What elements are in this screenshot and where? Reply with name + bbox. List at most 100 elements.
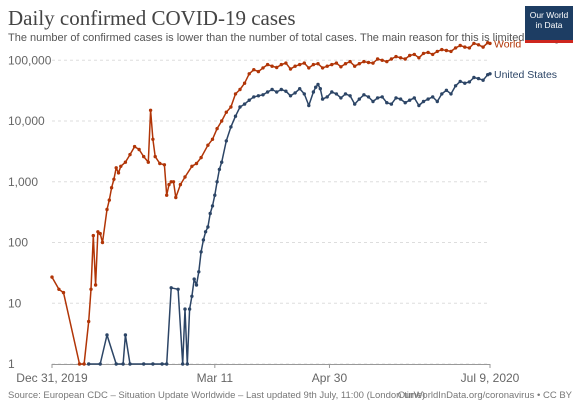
series-line[interactable]: [88, 73, 491, 365]
data-point[interactable]: [114, 166, 118, 170]
data-point[interactable]: [472, 75, 476, 80]
data-point[interactable]: [116, 171, 121, 175]
data-point[interactable]: [375, 96, 380, 100]
data-point[interactable]: [247, 72, 251, 76]
data-point[interactable]: [89, 287, 93, 291]
data-point[interactable]: [330, 62, 334, 67]
data-point[interactable]: [426, 50, 430, 55]
data-point[interactable]: [426, 97, 430, 101]
data-point[interactable]: [151, 362, 155, 366]
data-point[interactable]: [311, 62, 316, 67]
data-point[interactable]: [148, 108, 153, 113]
data-point[interactable]: [330, 90, 334, 94]
data-point[interactable]: [270, 87, 274, 92]
data-point[interactable]: [481, 45, 485, 49]
data-point[interactable]: [371, 99, 375, 104]
data-point[interactable]: [82, 362, 86, 366]
data-point[interactable]: [318, 87, 322, 91]
data-point[interactable]: [325, 64, 329, 68]
data-point[interactable]: [339, 96, 343, 100]
data-point[interactable]: [394, 54, 398, 59]
data-point[interactable]: [142, 154, 146, 159]
data-point[interactable]: [93, 283, 98, 287]
data-point[interactable]: [121, 362, 125, 366]
data-point[interactable]: [389, 102, 394, 106]
data-point[interactable]: [353, 102, 357, 106]
data-point[interactable]: [417, 56, 421, 60]
data-point[interactable]: [50, 275, 54, 279]
data-point[interactable]: [307, 103, 311, 108]
data-point[interactable]: [339, 65, 343, 69]
data-point[interactable]: [142, 362, 146, 366]
data-point[interactable]: [421, 99, 426, 104]
data-point[interactable]: [203, 230, 208, 234]
data-point[interactable]: [334, 92, 339, 96]
data-point[interactable]: [408, 53, 412, 58]
data-point[interactable]: [169, 286, 173, 290]
data-point[interactable]: [458, 79, 462, 84]
data-point[interactable]: [421, 51, 426, 56]
data-point[interactable]: [238, 105, 242, 109]
data-point[interactable]: [220, 160, 224, 164]
data-point[interactable]: [167, 182, 171, 187]
data-point[interactable]: [412, 52, 416, 57]
data-point[interactable]: [353, 64, 357, 68]
data-point[interactable]: [265, 90, 270, 94]
data-point[interactable]: [91, 233, 96, 238]
data-point[interactable]: [403, 57, 407, 61]
data-point[interactable]: [137, 147, 141, 152]
data-point[interactable]: [238, 87, 242, 92]
data-point[interactable]: [275, 65, 279, 70]
data-point[interactable]: [57, 287, 61, 291]
data-point[interactable]: [348, 94, 352, 98]
data-point[interactable]: [199, 155, 203, 160]
data-point[interactable]: [385, 101, 389, 105]
data-point[interactable]: [201, 238, 206, 242]
data-point[interactable]: [187, 307, 192, 311]
data-point[interactable]: [275, 90, 279, 94]
data-point[interactable]: [348, 59, 352, 64]
data-point[interactable]: [284, 89, 288, 93]
data-point[interactable]: [123, 333, 128, 337]
data-point[interactable]: [261, 93, 265, 97]
data-point[interactable]: [132, 144, 137, 149]
data-point[interactable]: [458, 43, 462, 48]
data-point[interactable]: [357, 62, 361, 66]
data-point[interactable]: [403, 101, 407, 105]
data-point[interactable]: [302, 92, 306, 96]
data-point[interactable]: [181, 362, 185, 366]
data-point[interactable]: [100, 240, 105, 245]
data-point[interactable]: [261, 66, 265, 70]
data-point[interactable]: [375, 57, 380, 61]
data-point[interactable]: [440, 92, 444, 96]
data-point[interactable]: [389, 57, 394, 61]
data-point[interactable]: [435, 99, 439, 104]
data-point[interactable]: [343, 92, 348, 96]
owid-logo[interactable]: Our World in Data: [525, 6, 573, 43]
data-point[interactable]: [467, 80, 472, 84]
data-point[interactable]: [96, 230, 100, 234]
data-point[interactable]: [444, 48, 449, 53]
data-point[interactable]: [217, 167, 222, 172]
data-point[interactable]: [114, 362, 118, 366]
data-point[interactable]: [444, 88, 449, 93]
data-point[interactable]: [366, 95, 371, 99]
data-point[interactable]: [449, 49, 453, 54]
data-point[interactable]: [206, 225, 210, 229]
data-point[interactable]: [77, 362, 82, 366]
data-point[interactable]: [431, 52, 435, 57]
data-point[interactable]: [270, 64, 274, 68]
data-point[interactable]: [284, 61, 288, 65]
data-point[interactable]: [463, 81, 467, 85]
data-point[interactable]: [224, 110, 228, 114]
data-point[interactable]: [151, 137, 155, 141]
data-point[interactable]: [105, 207, 109, 212]
data-point[interactable]: [194, 161, 199, 166]
data-point[interactable]: [98, 362, 102, 366]
data-point[interactable]: [334, 61, 339, 65]
data-point[interactable]: [279, 62, 283, 67]
data-point[interactable]: [123, 160, 128, 164]
data-point[interactable]: [146, 160, 150, 164]
data-point[interactable]: [476, 76, 481, 81]
data-point[interactable]: [197, 270, 201, 274]
